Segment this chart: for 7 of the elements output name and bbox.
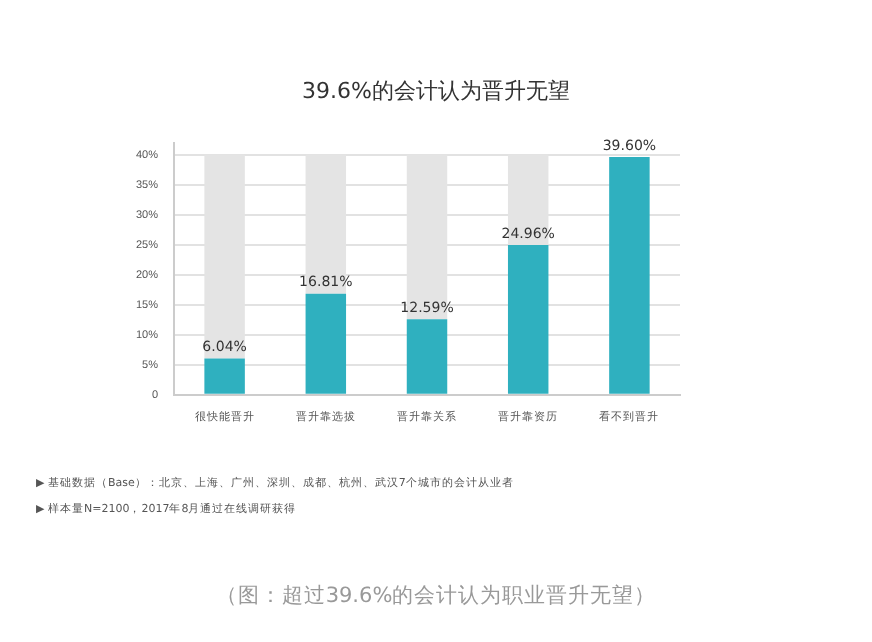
bar — [609, 157, 650, 394]
text: （图：超过39.6%的会计认为职业晋升无望） — [213, 582, 659, 610]
bar — [305, 293, 347, 394]
chart-title: 39.6%的会计认为晋升无望 — [300, 76, 572, 106]
bar — [406, 319, 448, 394]
bar — [507, 244, 549, 394]
bar — [204, 358, 245, 394]
